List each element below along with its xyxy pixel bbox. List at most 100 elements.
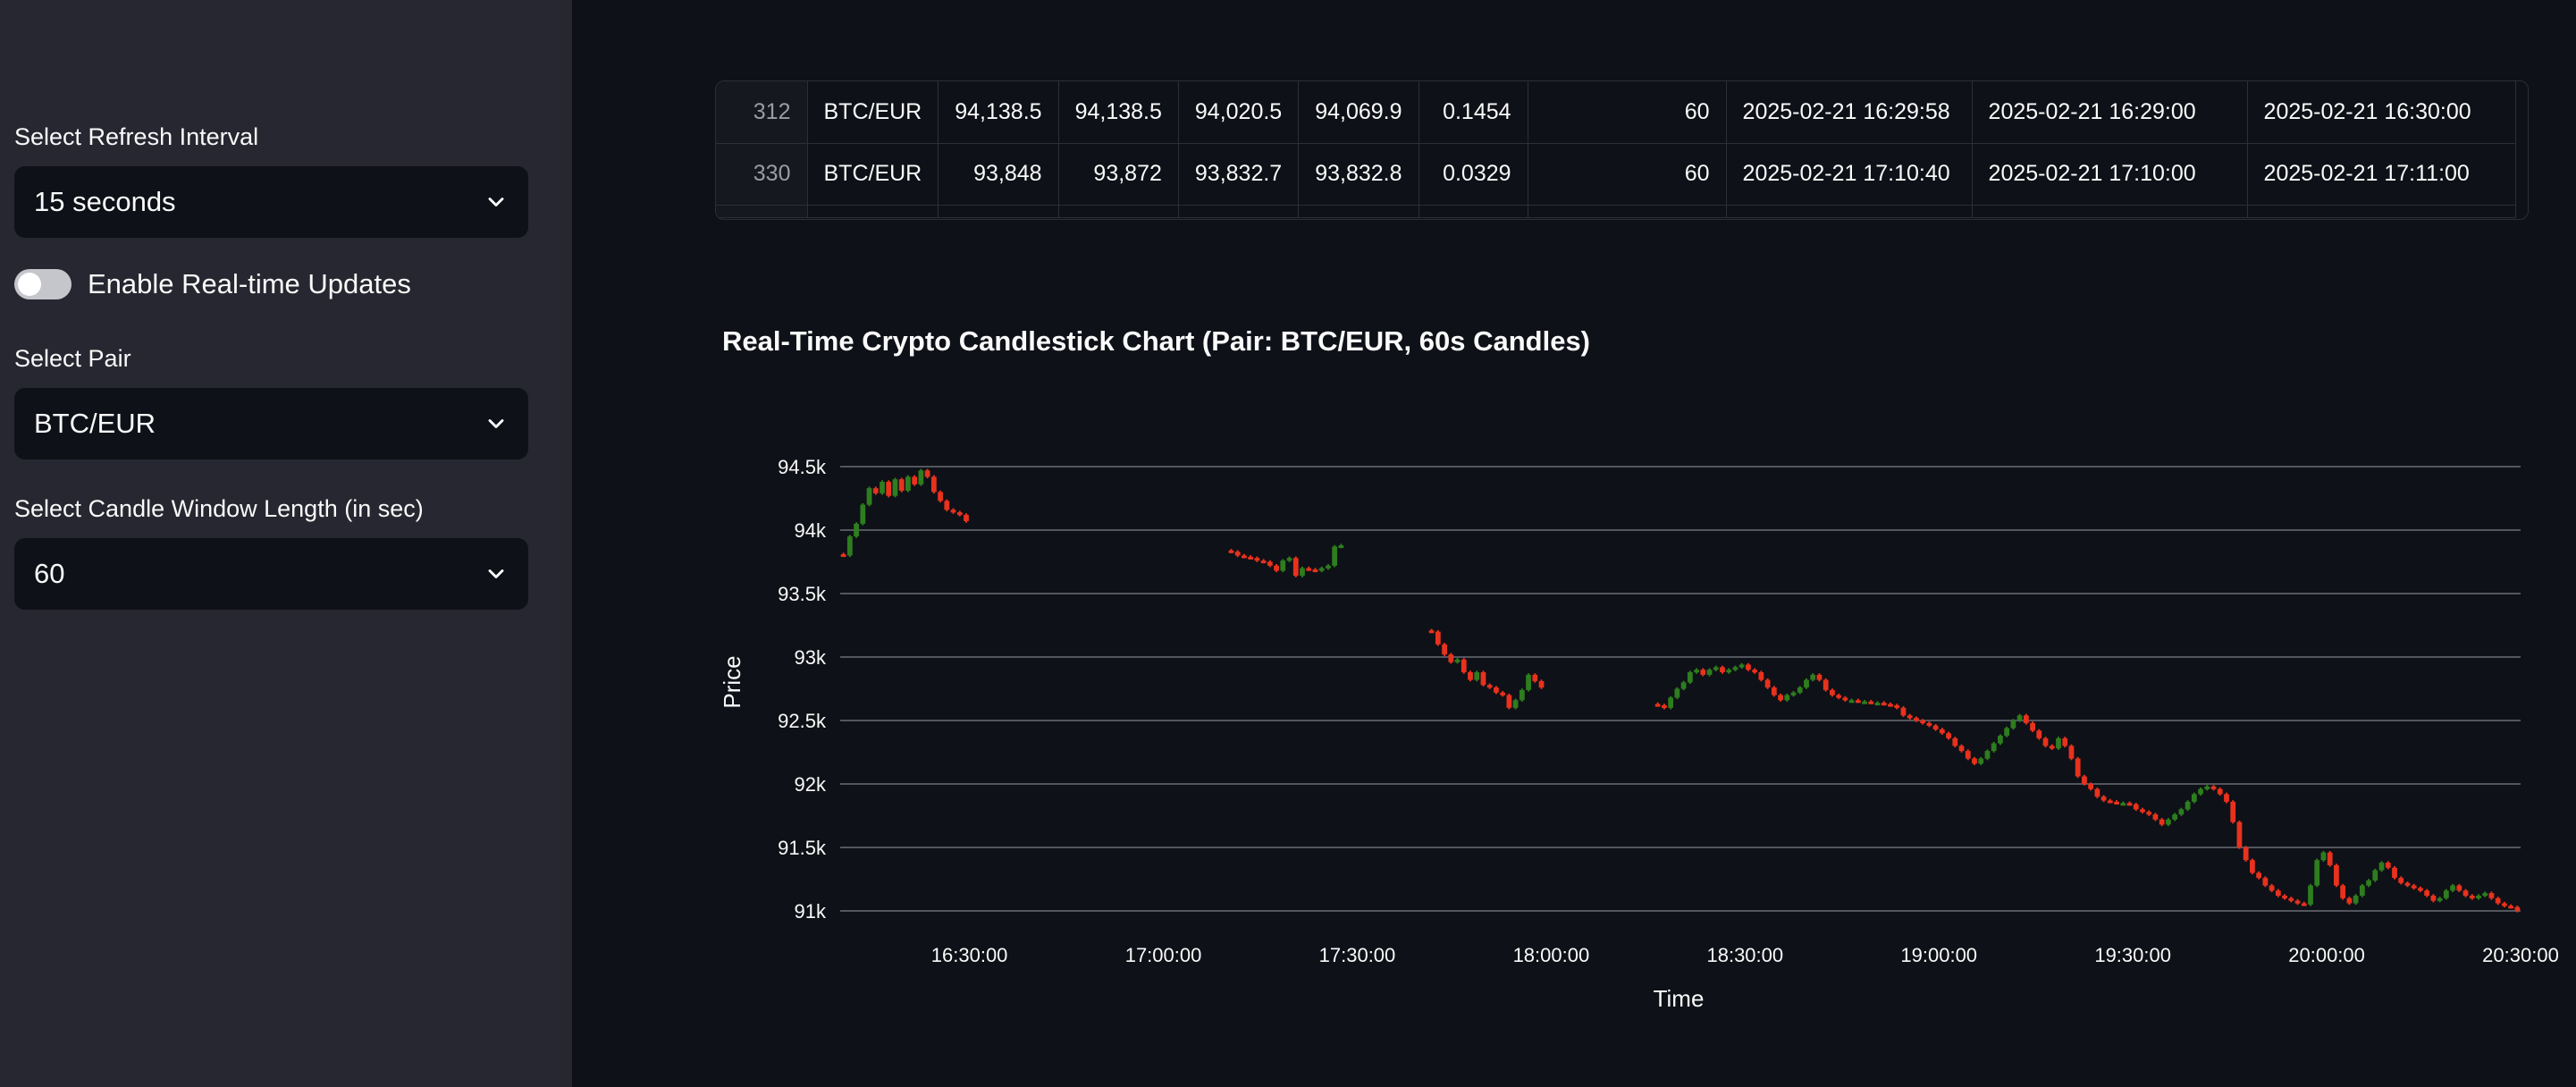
candle-down	[1260, 560, 1267, 564]
table-cell: 0.0329	[1418, 143, 1528, 206]
candle-up	[1848, 700, 1855, 704]
candle-up	[2120, 803, 2126, 806]
candle-up	[2372, 870, 2378, 881]
candle-down	[2334, 864, 2339, 886]
candles-table[interactable]: 312 BTC/EUR 94,138.5 94,138.5 94,020.5 9…	[715, 80, 2529, 220]
candle-up	[1991, 743, 1997, 752]
candle-up	[1280, 560, 1286, 571]
candle-down	[1958, 746, 1965, 752]
candle-down	[2100, 796, 2107, 801]
table-cell: 94,138.5	[938, 81, 1059, 144]
candle-down	[1816, 674, 1823, 680]
candle-up	[2004, 728, 2010, 737]
candle-window-label: Select Candle Window Length (in sec)	[14, 495, 424, 522]
table-cell: 94,138.5	[1058, 81, 1179, 144]
table-cell: 93,832.7	[1178, 143, 1300, 206]
candle-down	[1868, 701, 1874, 704]
candle-up	[860, 504, 866, 524]
candle-up	[905, 476, 911, 491]
candle-up	[1674, 688, 1680, 698]
row-index: 330	[716, 143, 808, 206]
candle-down	[1468, 672, 1473, 680]
candle-down	[2217, 788, 2223, 795]
candle-down	[1442, 644, 1447, 655]
candle-up	[1318, 568, 1325, 571]
candle-up	[1332, 546, 1338, 566]
table-cell: 94,069.9	[1298, 81, 1419, 144]
realtime-updates-toggle[interactable]	[14, 269, 72, 299]
table-cell: 2025-02-21 16:29:58	[1726, 81, 1973, 144]
candle-down	[1855, 700, 1861, 704]
candle-down	[1448, 654, 1454, 662]
y-tick-label: 91.5k	[778, 837, 827, 859]
candle-down	[2385, 863, 2391, 868]
candle-down	[1888, 704, 1893, 707]
candle-up	[892, 479, 898, 496]
toggle-knob	[18, 273, 41, 296]
candle-down	[2114, 801, 2119, 805]
candle-up	[1804, 679, 1809, 688]
candle-up	[1680, 682, 1687, 689]
candle-down	[2301, 903, 2307, 906]
candle-down	[2094, 788, 2100, 797]
table-row[interactable]: 312 BTC/EUR 94,138.5 94,138.5 94,020.5 9…	[716, 81, 2516, 144]
x-tick-label: 20:00:00	[2288, 944, 2365, 966]
candle-down	[2269, 885, 2275, 891]
candle-down	[2288, 897, 2294, 901]
pair-select[interactable]: BTC/EUR	[14, 388, 528, 459]
candle-up	[2056, 737, 2061, 749]
refresh-interval-select[interactable]: 15 seconds	[14, 166, 528, 238]
candle-down	[1823, 679, 1829, 690]
candle-down	[1486, 685, 1493, 688]
candle-window-value: 60	[34, 558, 65, 589]
candle-down	[2456, 885, 2462, 891]
candle-up	[1978, 758, 1984, 764]
table-cell: 2025-02-21 16:30:00	[2247, 81, 2516, 144]
candle-down	[1532, 674, 1538, 681]
y-tick-label: 93.5k	[778, 583, 827, 605]
table-cell: 93,872	[1058, 143, 1179, 206]
candle-down	[950, 510, 956, 513]
candle-down	[1267, 561, 1273, 566]
x-tick-label: 17:00:00	[1125, 944, 1202, 966]
candle-down	[1292, 558, 1299, 577]
candle-up	[846, 536, 853, 556]
gridlines	[840, 466, 2521, 912]
candle-down	[2327, 852, 2333, 865]
sidebar: Select Refresh Interval 15 seconds Enabl…	[0, 0, 572, 1087]
candle-down	[1758, 672, 1764, 680]
candle-down	[2430, 895, 2437, 901]
candle-down	[1907, 715, 1913, 719]
realtime-toggle-row: Enable Real-time Updates	[14, 268, 411, 300]
candle-up	[1738, 664, 1745, 668]
candle-down	[1894, 704, 1900, 708]
table-row[interactable]: 330 BTC/EUR 93,848 93,872 93,832.7 93,83…	[716, 143, 2516, 206]
candle-down	[1952, 737, 1958, 746]
candle-up	[1706, 670, 1713, 675]
candle-down	[2495, 897, 2501, 904]
candle-down	[2049, 746, 2055, 749]
candle-down	[2023, 715, 2029, 723]
candle-down	[2230, 801, 2236, 822]
candle-down	[2514, 906, 2521, 911]
candle-down	[2042, 737, 2049, 746]
candle-down	[924, 470, 930, 477]
axis-ticks: 91k 91.5k 92k 92.5k 93k 93.5k 94k 94.5k 16:30:00…	[778, 456, 2559, 966]
candle-down	[930, 476, 937, 493]
candle-down	[1746, 664, 1751, 670]
table-cell: 93,832.8	[1298, 143, 1419, 206]
candle-down	[1461, 659, 1467, 673]
candle-down	[2256, 872, 2262, 879]
candle-down	[1842, 697, 1848, 701]
x-tick-label: 17:30:00	[1319, 944, 1396, 966]
candle-down	[1720, 667, 1725, 673]
candle-down	[1965, 751, 1971, 759]
candle-window-select[interactable]: 60	[14, 538, 528, 610]
candle-down	[1435, 631, 1441, 645]
candle-down	[1946, 733, 1951, 738]
candle-down	[956, 512, 963, 516]
candle-down	[964, 514, 969, 522]
candle-up	[1512, 700, 1519, 708]
candle-up	[1790, 692, 1797, 695]
